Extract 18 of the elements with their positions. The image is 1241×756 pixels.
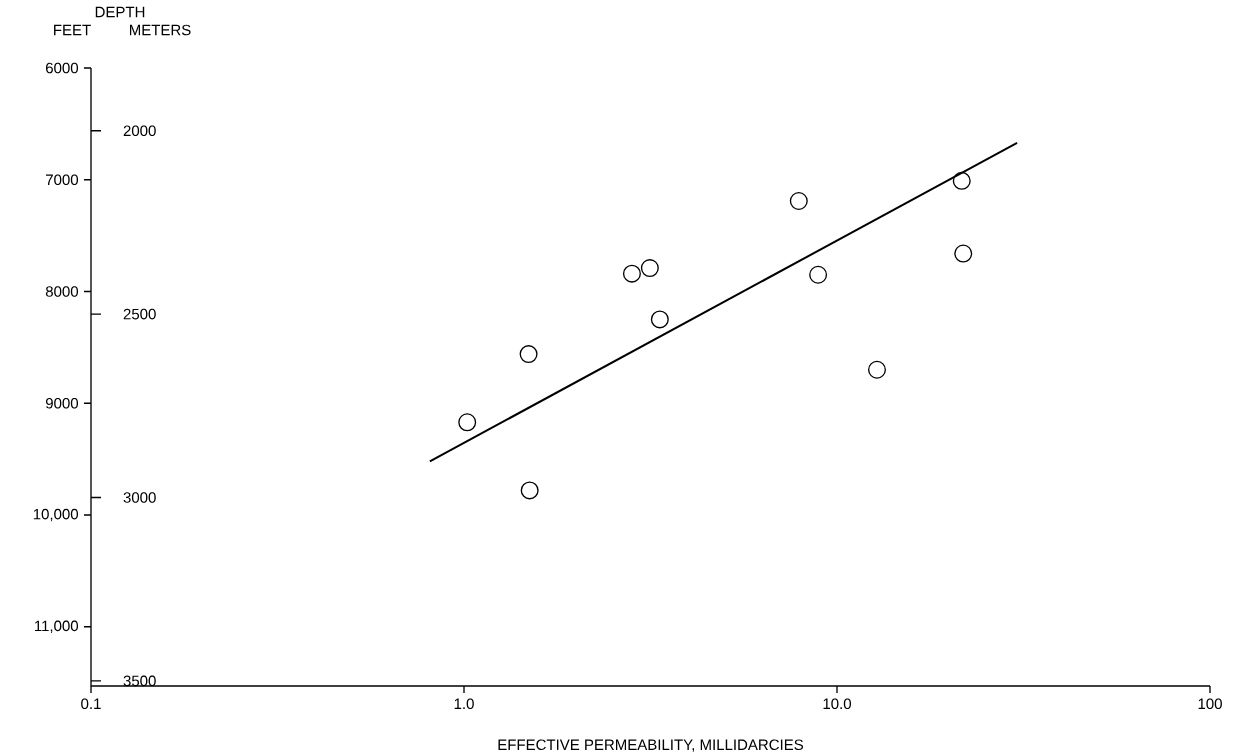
y2-tick-label: 3500 (123, 675, 156, 687)
y-tick-label: 9000 (45, 397, 79, 409)
x-tick-label: 0.1 (81, 698, 101, 710)
x-tick-label: 100 (1198, 698, 1222, 710)
y-tick-label: 8000 (45, 286, 79, 297)
y-axis-title: FEET (54, 24, 91, 36)
y2-tick-label: 2000 (123, 125, 156, 137)
y2-tick-label: 2500 (123, 308, 156, 320)
chart-title: DEPTH (95, 6, 145, 18)
y2-axis-title: METERS (129, 24, 191, 36)
x-axis-title: EFFECTIVE PERMEABILITY, MILLIDARCIES (498, 739, 804, 752)
y-tick-label: 7000 (46, 174, 79, 186)
y-tick-label: 11,000 (35, 620, 79, 633)
x-tick-label: 10.0 (823, 698, 852, 710)
y2-tick-label: 3000 (123, 492, 156, 503)
y-tick-label: 6000 (46, 62, 79, 74)
x-tick-label: 1.0 (454, 698, 474, 710)
y-tick-label: 10,000 (33, 508, 79, 522)
